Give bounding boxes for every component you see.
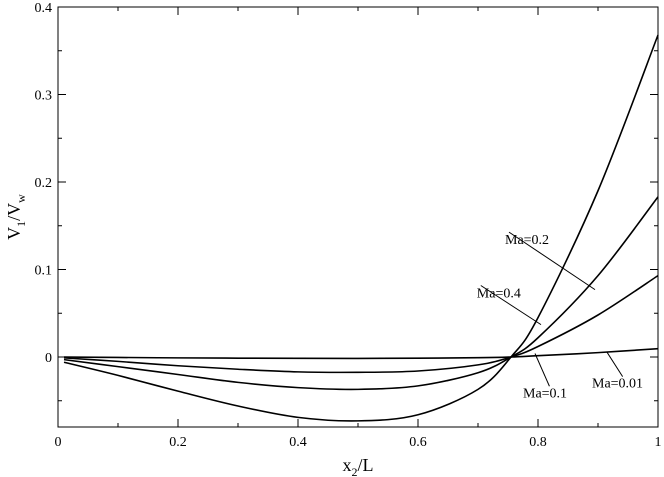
annotation-leader-ma-0-2	[508, 231, 596, 291]
x-tick-label: 0.6	[409, 435, 427, 450]
annotation-label-ma-0-4: Ma=0.4	[477, 287, 521, 302]
series-curves	[63, 34, 659, 422]
y-tick-label: 0.3	[35, 89, 53, 104]
x-tick-label: 0.8	[529, 435, 547, 450]
y-tick-label: 0.2	[35, 176, 53, 191]
x-tick-labels: 0 0.2 0.4 0.6 0.8 1	[55, 435, 662, 450]
annotation-label-ma-0-01: Ma=0.01	[592, 377, 643, 392]
x-axis-title-subscript: 2	[352, 465, 358, 477]
y-tick-label: 0	[45, 351, 52, 366]
x-tick-label: 0.4	[289, 435, 307, 450]
annotation-label-ma-0-2: Ma=0.2	[505, 233, 549, 248]
x-tick-label: 0.2	[169, 435, 187, 450]
y-axis-title-part2: /V	[4, 203, 24, 221]
y-axis-title-subscript1: 1	[14, 221, 28, 227]
annotation-leader-ma-0-01	[606, 351, 624, 377]
x-axis-title-main: x	[343, 455, 352, 475]
y-tick-label: 0.4	[35, 1, 53, 16]
x-tick-label: 1	[655, 435, 662, 450]
curve-annotations: Ma=0.2 Ma=0.4 Ma=0.1 Ma=0.01	[477, 231, 643, 401]
series-line-ma-0-01	[63, 347, 659, 360]
y-tick-label: 0.1	[35, 264, 53, 279]
y-tick-labels: 0 0.1 0.2 0.3 0.4	[35, 1, 53, 366]
x-tick-label: 0	[55, 435, 62, 450]
series-line-ma-0-1	[63, 274, 659, 374]
series-line-ma-0-4	[63, 34, 659, 422]
x-axis-title: x2/L	[343, 455, 374, 477]
annotation-leader-ma-0-4	[480, 285, 542, 326]
annotation-label-ma-0-1: Ma=0.1	[523, 386, 567, 401]
x-axis-title-rest: /L	[358, 455, 374, 475]
y-axis-title-part1: V	[4, 227, 24, 240]
axis-ticks	[57, 6, 659, 427]
annotation-leader-ma-0-1	[534, 353, 550, 387]
y-axis-title-subscript2: w	[14, 194, 28, 203]
series-line-ma-0-2	[63, 196, 659, 391]
y-axis-title: V1/Vw	[4, 194, 28, 240]
